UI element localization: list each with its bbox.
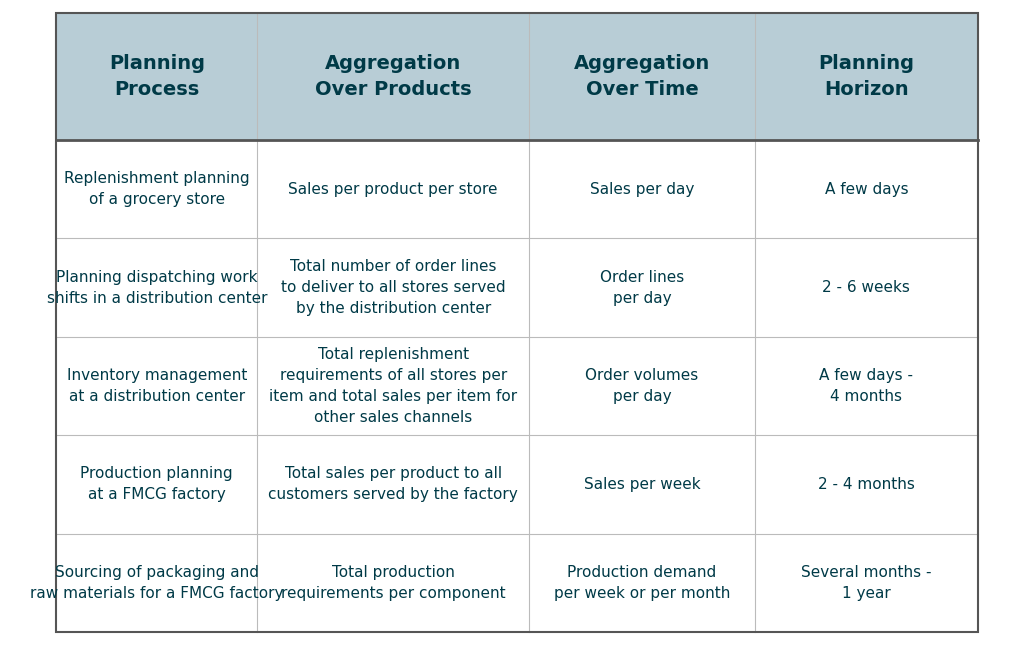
Bar — [56, 13, 978, 632]
Text: Order lines
per day: Order lines per day — [600, 270, 684, 306]
Text: Aggregation
Over Time: Aggregation Over Time — [573, 54, 710, 99]
Text: Total replenishment
requirements of all stores per
item and total sales per item: Total replenishment requirements of all … — [269, 347, 517, 425]
Text: A few days: A few days — [824, 181, 908, 197]
Text: Production demand
per week or per month: Production demand per week or per month — [554, 565, 730, 601]
Bar — [56, 140, 978, 632]
Text: Sales per week: Sales per week — [584, 477, 700, 492]
Text: Total sales per product to all
customers served by the factory: Total sales per product to all customers… — [268, 466, 518, 502]
Text: Sourcing of packaging and
raw materials for a FMCG factory: Sourcing of packaging and raw materials … — [30, 565, 284, 601]
Text: Planning
Horizon: Planning Horizon — [818, 54, 914, 99]
Text: Total number of order lines
to deliver to all stores served
by the distribution : Total number of order lines to deliver t… — [281, 259, 506, 316]
Text: 2 - 6 weeks: 2 - 6 weeks — [822, 280, 910, 295]
Text: Total production
requirements per component: Total production requirements per compon… — [281, 565, 506, 601]
Text: Planning
Process: Planning Process — [109, 54, 205, 99]
Text: Sales per product per store: Sales per product per store — [289, 181, 498, 197]
Text: A few days -
4 months: A few days - 4 months — [819, 368, 913, 404]
Text: Aggregation
Over Products: Aggregation Over Products — [314, 54, 471, 99]
Text: Order volumes
per day: Order volumes per day — [586, 368, 698, 404]
Text: Replenishment planning
of a grocery store: Replenishment planning of a grocery stor… — [63, 171, 250, 207]
Text: Several months -
1 year: Several months - 1 year — [801, 565, 932, 601]
Text: Inventory management
at a distribution center: Inventory management at a distribution c… — [67, 368, 247, 404]
Text: 2 - 4 months: 2 - 4 months — [818, 477, 914, 492]
Text: Production planning
at a FMCG factory: Production planning at a FMCG factory — [81, 466, 233, 502]
Bar — [56, 13, 978, 140]
Text: Sales per day: Sales per day — [590, 181, 694, 197]
Text: Planning dispatching work
shifts in a distribution center: Planning dispatching work shifts in a di… — [46, 270, 267, 306]
